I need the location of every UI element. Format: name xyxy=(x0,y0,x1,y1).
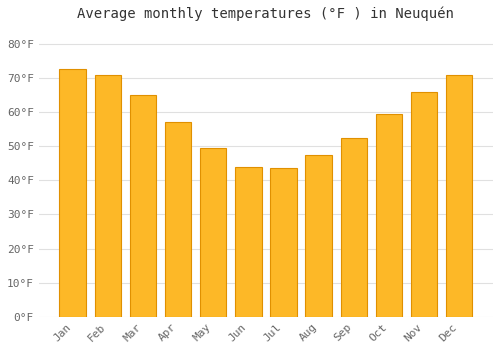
Bar xyxy=(446,75,472,317)
Bar xyxy=(411,92,438,317)
Bar xyxy=(376,114,402,317)
Bar xyxy=(94,75,121,317)
Bar xyxy=(270,168,296,317)
Bar xyxy=(340,138,367,317)
Bar xyxy=(130,95,156,317)
Title: Average monthly temperatures (°F ) in Neuquén: Average monthly temperatures (°F ) in Ne… xyxy=(78,7,454,21)
Bar xyxy=(235,167,262,317)
Bar xyxy=(200,148,226,317)
Bar xyxy=(60,69,86,317)
Bar xyxy=(306,155,332,317)
Bar xyxy=(165,122,191,317)
